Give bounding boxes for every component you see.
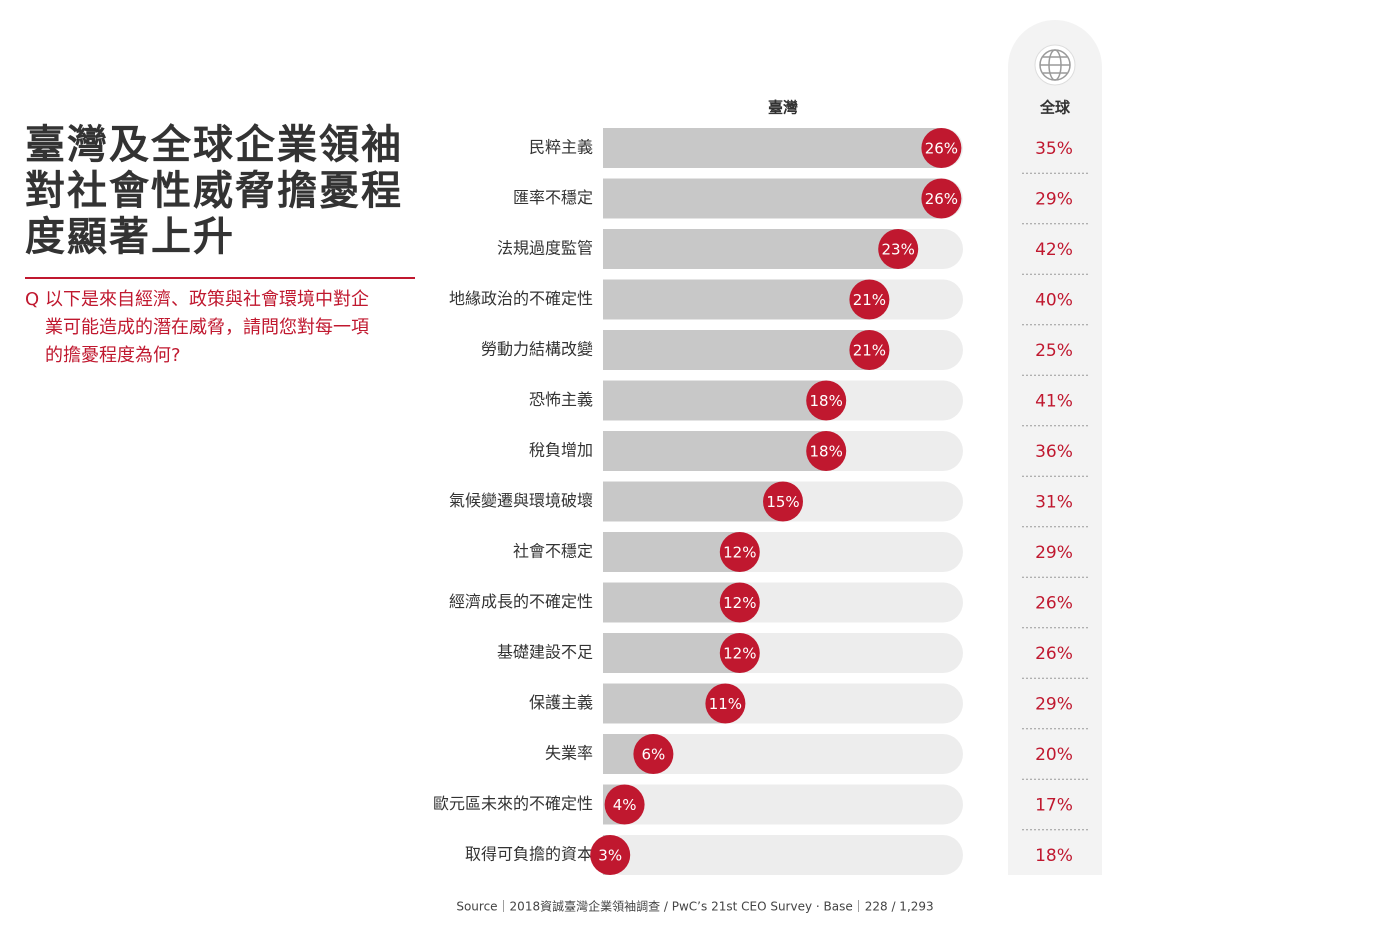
bar-track — [603, 734, 963, 774]
global-value: 42% — [1035, 240, 1073, 260]
legend-global: 全球 — [1039, 99, 1071, 117]
value-label: 18% — [810, 392, 843, 410]
question-marker: Q — [25, 289, 40, 310]
title-rule — [25, 277, 415, 279]
value-label: 21% — [853, 291, 886, 309]
category-label: 取得可負擔的資本 — [465, 845, 593, 864]
global-value: 36% — [1035, 442, 1073, 462]
global-value: 31% — [1035, 493, 1073, 513]
value-badge — [719, 582, 760, 623]
global-value: 26% — [1035, 594, 1073, 614]
value-label: 6% — [642, 746, 666, 764]
bar — [603, 128, 942, 168]
value-badge — [633, 734, 674, 774]
value-label: 21% — [853, 342, 886, 360]
global-panel — [1008, 20, 1102, 875]
value-badge — [719, 633, 760, 673]
bar — [603, 582, 740, 623]
value-badge — [590, 835, 631, 875]
value-badge — [878, 229, 919, 269]
global-value: 25% — [1035, 341, 1073, 361]
value-badge — [604, 784, 645, 825]
value-label: 12% — [723, 594, 756, 612]
value-badge — [719, 532, 760, 572]
category-label: 氣候變遷與環境破壞 — [449, 491, 593, 510]
category-label: 經濟成長的不確定性 — [449, 592, 593, 611]
category-label: 恐怖主義 — [529, 390, 593, 409]
category-label: 失業率 — [545, 744, 593, 763]
value-badge — [806, 431, 847, 471]
value-label: 3% — [598, 847, 622, 865]
value-label: 12% — [723, 544, 756, 562]
value-label: 11% — [709, 695, 742, 713]
question: Q 以下是來自經濟、政策與社會環境中對企業可能造成的潛在威脅，請問您對每一項的擔… — [25, 286, 369, 366]
value-badge — [849, 279, 890, 320]
category-label: 社會不穩定 — [513, 542, 593, 561]
value-badge — [921, 128, 962, 168]
category-label: 基礎建設不足 — [497, 643, 593, 662]
global-value: 41% — [1035, 392, 1073, 412]
bar — [603, 279, 870, 320]
value-badge — [921, 178, 962, 219]
bar — [603, 532, 740, 572]
category-label: 歐元區未來的不確定性 — [433, 794, 593, 813]
category-label: 稅負增加 — [529, 441, 593, 460]
global-value: 18% — [1035, 846, 1073, 866]
bar — [603, 380, 827, 421]
legend-taiwan: 臺灣 — [768, 99, 798, 117]
question-text: 以下是來自經濟、政策與社會環境中對企業可能造成的潛在威脅，請問您對每一項的擔憂程… — [45, 289, 369, 366]
bar — [603, 178, 942, 219]
global-value: 20% — [1035, 745, 1073, 765]
globe-icon — [1034, 44, 1076, 86]
bar — [603, 330, 870, 370]
value-badge — [763, 481, 803, 522]
global-value: 40% — [1035, 291, 1073, 311]
global-value: 29% — [1035, 190, 1073, 210]
bar — [603, 683, 726, 724]
value-label: 23% — [882, 241, 915, 259]
value-badge — [705, 683, 746, 724]
source: Source｜2018資誠臺灣企業領袖調查 / PwC’s 21st CEO S… — [456, 899, 933, 914]
category-label: 民粹主義 — [529, 138, 593, 157]
bar — [603, 431, 827, 471]
value-badge — [849, 330, 890, 370]
value-badge — [806, 380, 847, 421]
category-label: 匯率不穩定 — [513, 188, 593, 207]
global-value: 17% — [1035, 796, 1073, 816]
value-label: 26% — [925, 190, 958, 208]
title: 臺灣及全球企業領袖對社會性威脅擔憂程度顯著上升 — [25, 121, 403, 260]
value-label: 26% — [925, 140, 958, 158]
bar — [603, 481, 783, 522]
global-value: 29% — [1035, 695, 1073, 715]
global-value: 35% — [1035, 139, 1073, 159]
category-label: 法規過度監管 — [497, 239, 593, 258]
bar — [603, 229, 899, 269]
category-label: 保護主義 — [529, 693, 593, 712]
bar — [603, 633, 740, 673]
value-label: 4% — [613, 796, 637, 814]
bar-track — [603, 784, 963, 825]
value-label: 18% — [810, 443, 843, 461]
category-label: 勞動力結構改變 — [481, 340, 593, 359]
category-label: 地緣政治的不確定性 — [449, 289, 593, 308]
global-value: 26% — [1035, 644, 1073, 664]
value-label: 12% — [723, 645, 756, 663]
bar-track — [603, 835, 963, 875]
global-value: 29% — [1035, 543, 1073, 563]
value-label: 15% — [766, 493, 799, 511]
